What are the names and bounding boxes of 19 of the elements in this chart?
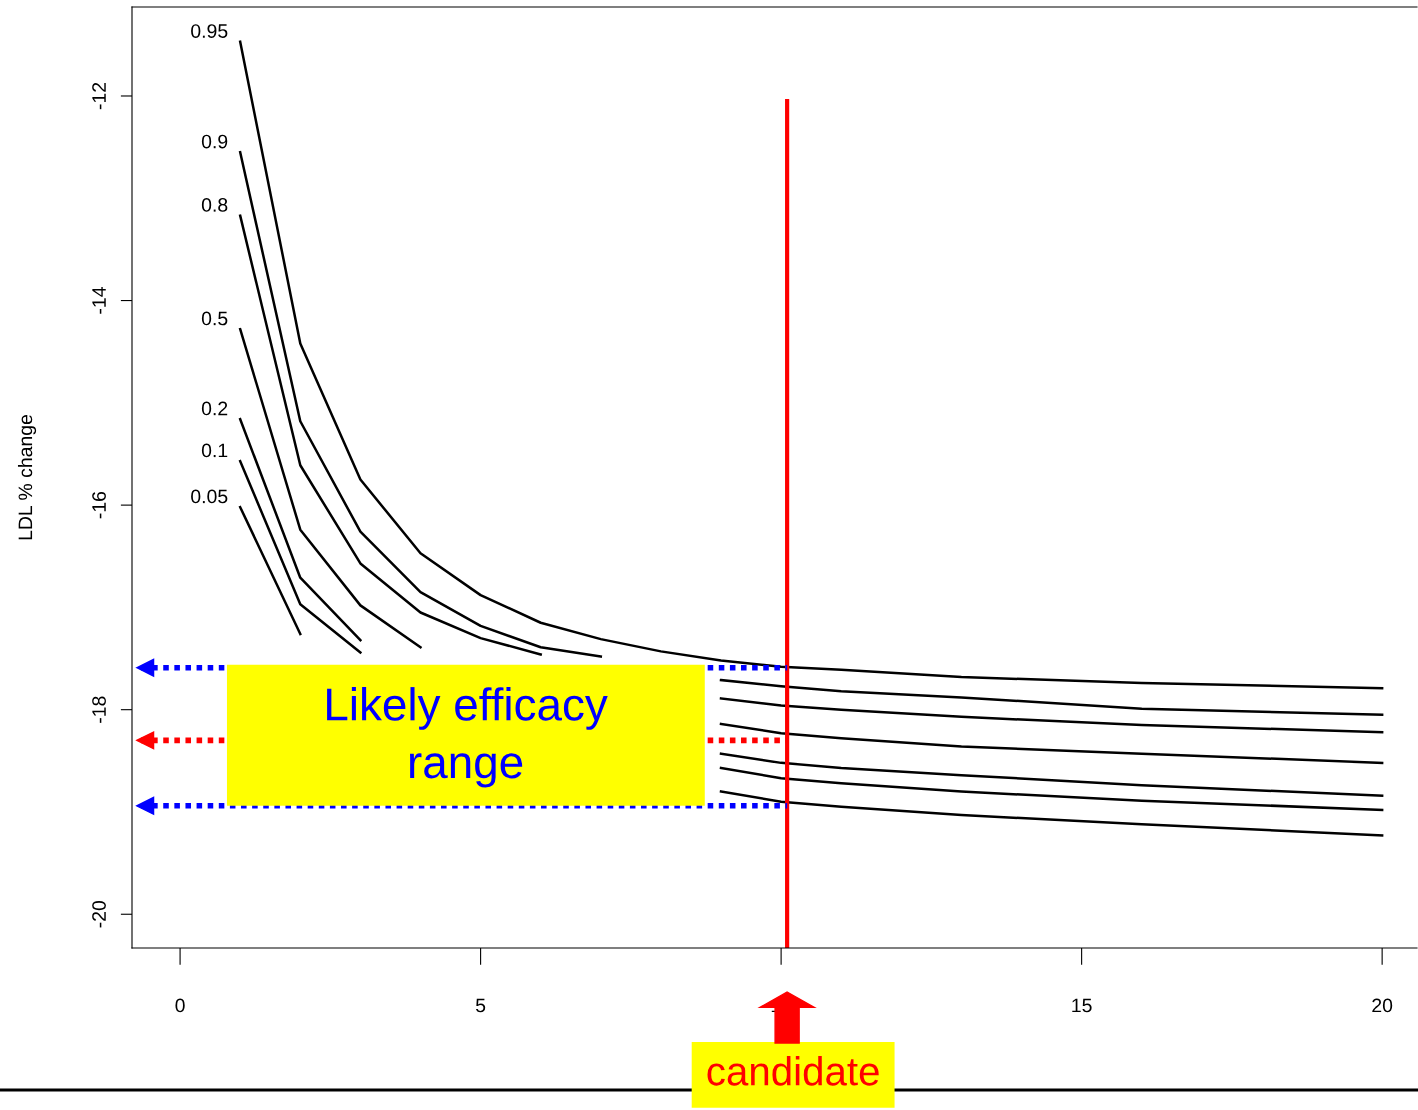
x-tick-label: 5	[475, 998, 486, 1013]
series-label: 0.8	[201, 198, 228, 212]
x-tick-label: 20	[1372, 998, 1393, 1013]
series-label: 0.1	[201, 443, 228, 458]
text: candidate	[707, 1056, 879, 1086]
series-label: 0.2	[201, 401, 228, 416]
series-label: 0.05	[191, 489, 228, 504]
x-tick-label: 15	[1072, 998, 1092, 1013]
x-tick-label: 0	[175, 998, 185, 1013]
y-axis-title: LDL % change	[17, 414, 37, 540]
y-tick-label: -20	[92, 900, 106, 928]
y-tick-label: -12	[92, 82, 106, 110]
series-label: 0.9	[201, 134, 228, 149]
annotation: Likely efficacy range	[327, 687, 608, 788]
series-label: 0.95	[191, 24, 228, 38]
y-tick-label: -16	[92, 491, 106, 519]
y-tick-label: -18	[92, 696, 106, 723]
series-label: 0.5	[201, 311, 228, 326]
y-tick-label: -14	[92, 287, 106, 314]
